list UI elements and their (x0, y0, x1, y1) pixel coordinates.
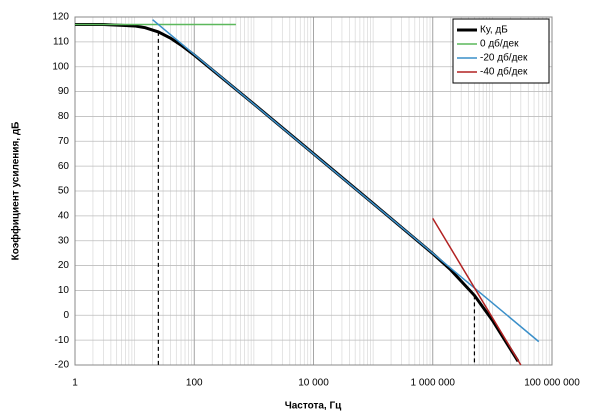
y-tick-label: 90 (58, 86, 70, 97)
y-tick-label: 40 (58, 210, 70, 221)
legend-label: Ку, дБ (480, 25, 508, 36)
y-tick-label: 20 (58, 260, 70, 271)
plot-frame (74, 16, 553, 366)
legend-label: -20 дб/дек (480, 52, 528, 64)
y-tick-label: 0 (63, 310, 69, 321)
y-tick-label: 80 (58, 111, 70, 122)
y-tick-label: -10 (55, 335, 70, 346)
y-tick-label: -20 (55, 360, 70, 371)
legend-label: 0 дб/дек (480, 38, 519, 50)
x-tick-label: 100 (186, 378, 203, 389)
series-line (432, 217, 522, 366)
y-tick-label: 120 (52, 12, 69, 23)
y-tick-label: 70 (58, 136, 70, 147)
x-tick-label: 1 (72, 378, 78, 389)
x-tick-label: 10 000 (298, 378, 329, 389)
x-tick-label: 100 000 000 (524, 378, 580, 389)
y-tick-label: 100 (52, 61, 69, 72)
y-tick-label: 10 (58, 285, 70, 296)
y-tick-label: 60 (58, 161, 70, 172)
y-axis-label: Коэффициент усиления, дБ (10, 122, 22, 261)
y-tick-label: 30 (58, 235, 70, 246)
x-axis-label: Частота, Гц (285, 401, 342, 412)
y-tick-label: 50 (58, 186, 70, 197)
y-tick-label: 110 (53, 36, 69, 47)
series-line (75, 22, 520, 363)
legend-label: -40 дб/дек (480, 66, 528, 78)
x-tick-label: 1 000 000 (411, 378, 456, 389)
